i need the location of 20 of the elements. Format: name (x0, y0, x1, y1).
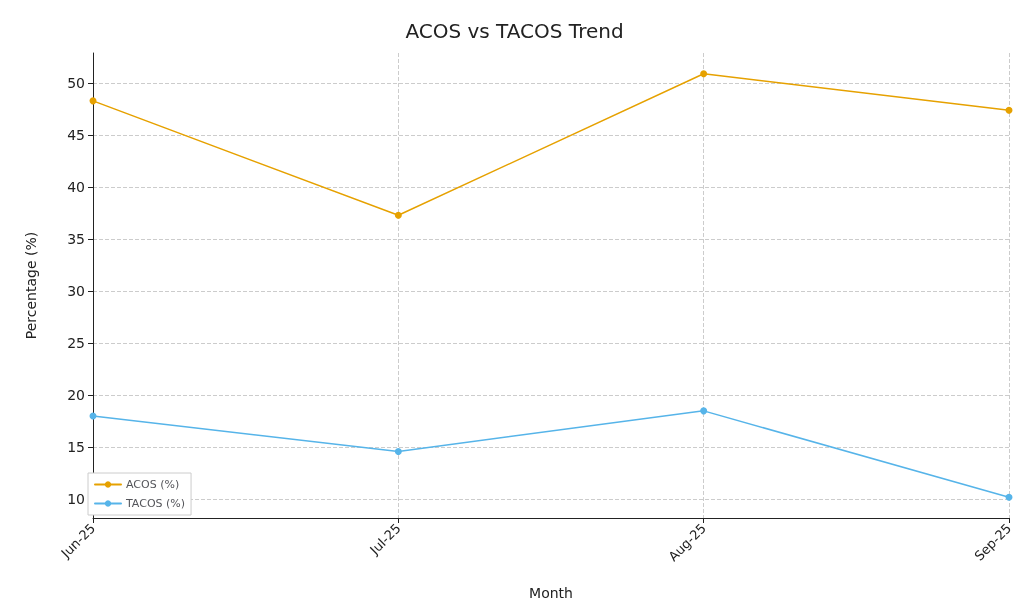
point (394, 211, 402, 219)
y-tick-label: 30 (67, 283, 85, 300)
y-tick-label: 20 (67, 387, 85, 404)
y-tick-label: 40 (67, 179, 85, 196)
y-axis-title: Percentage (%) (23, 231, 39, 340)
point (394, 447, 402, 455)
legend-label: TACOS (%) (125, 497, 186, 510)
point (1005, 493, 1013, 501)
y-tick-label: 35 (67, 231, 85, 248)
point (1005, 106, 1013, 114)
chart-title: ACOS vs TACOS Trend (405, 19, 624, 43)
y-tick-label: 10 (67, 491, 85, 508)
point (700, 70, 708, 78)
y-tick-label: 25 (67, 335, 85, 352)
y-tick-label: 50 (67, 75, 85, 92)
y-tick-label: 15 (67, 439, 85, 456)
legend-label: ACOS (%) (126, 478, 180, 491)
point (700, 407, 708, 415)
y-tick-label: 45 (67, 127, 85, 144)
x-axis-title: Month (529, 585, 573, 601)
